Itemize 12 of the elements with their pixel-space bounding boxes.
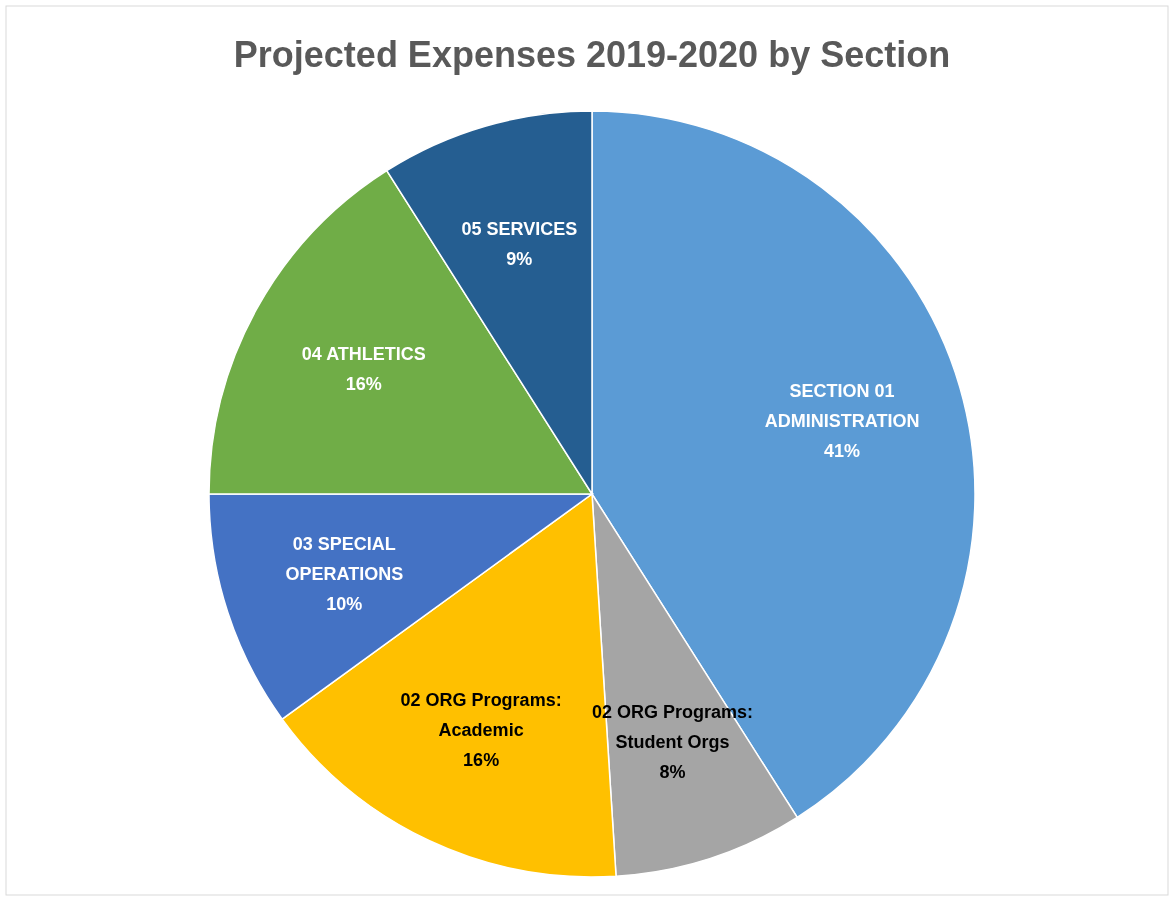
slice-label: 05 SERVICES [461,218,578,239]
data-label: 9% [506,248,533,269]
data-label: 10% [326,594,363,615]
data-label: 8% [659,761,686,782]
chart-title: Projected Expenses 2019-2020 by Section [233,34,951,75]
data-label: 16% [345,373,382,394]
data-label: 16% [463,749,500,770]
slice-label: SECTION 01 ADMINISTRATION [764,381,920,432]
slice-label: 03 SPECIAL OPERATIONS [285,534,404,585]
slice-label: 02 ORG Programs: Academic [400,689,562,740]
data-label: 41% [824,441,861,462]
slice-label: 04 ATHLETICS [301,343,426,364]
